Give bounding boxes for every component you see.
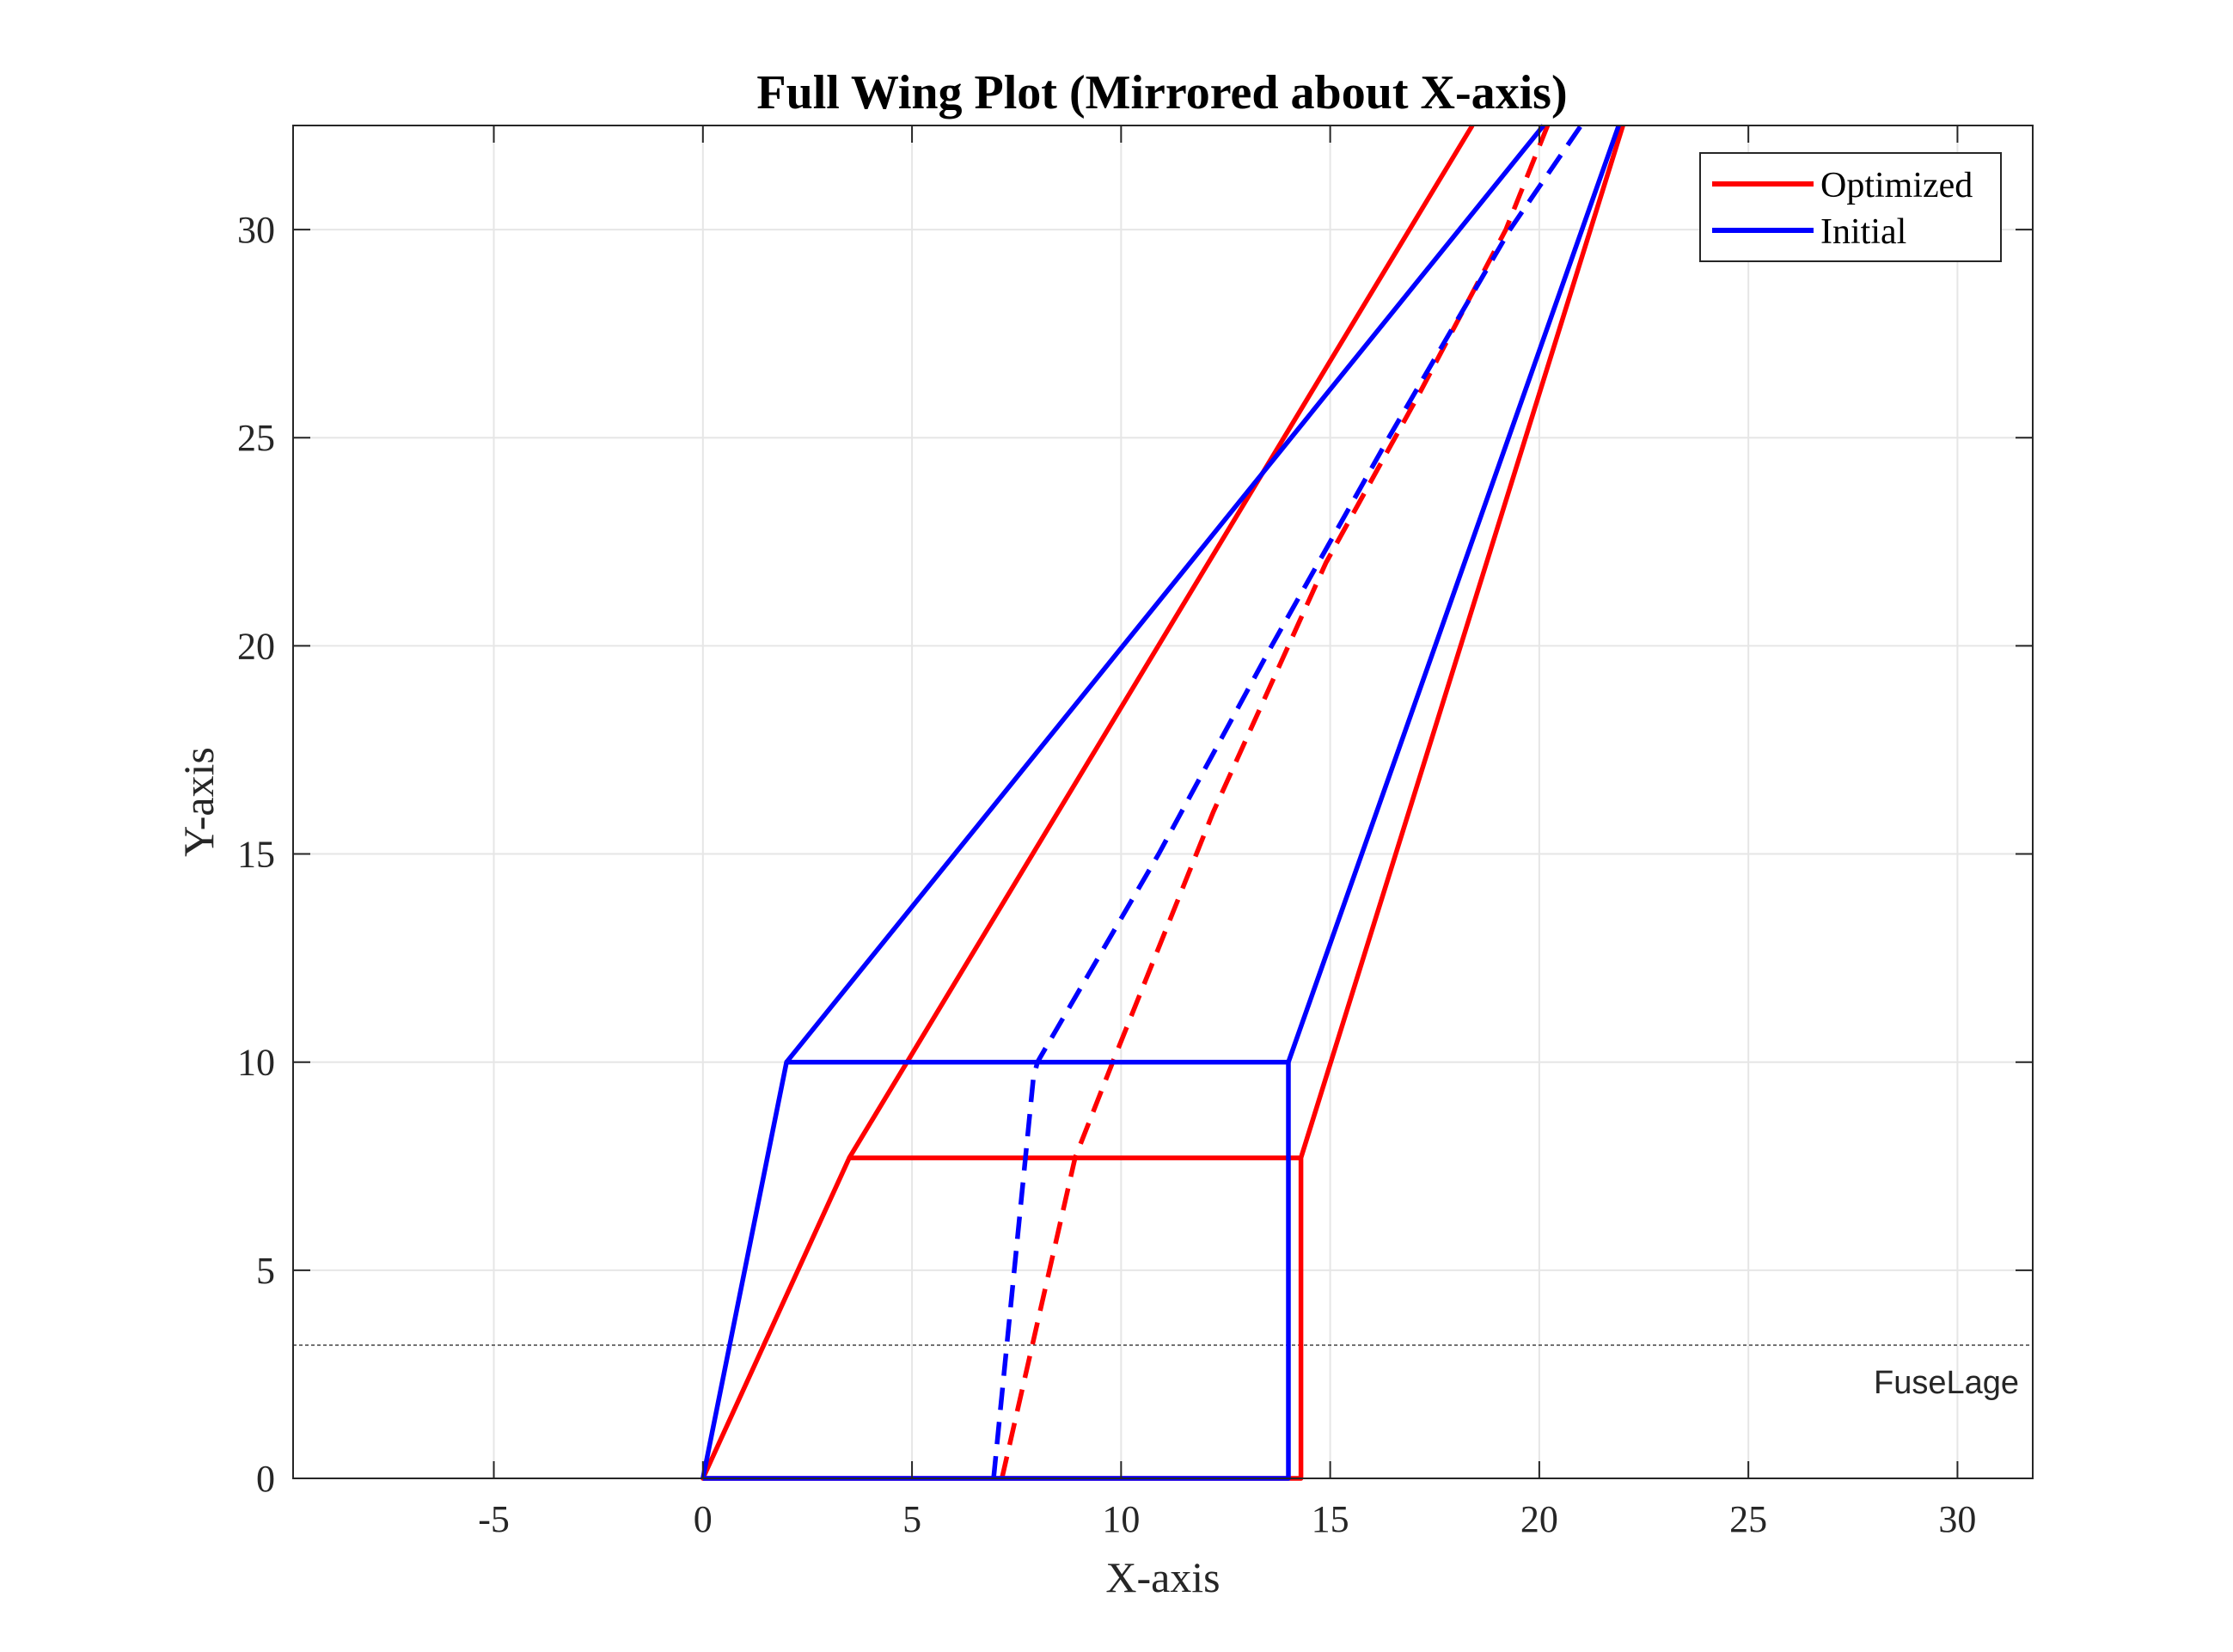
fuselage-label: FuseLage <box>1874 1365 2019 1401</box>
series-line <box>847 124 1475 1159</box>
x-tick-label: 30 <box>1938 1498 1976 1540</box>
series-line <box>1286 125 1621 1063</box>
fuselage-layer: FuseLage <box>293 1344 2033 1401</box>
x-tick-label: 25 <box>1729 1498 1767 1540</box>
legend-box <box>1699 152 2002 262</box>
legend-label: Initial <box>1820 212 1906 252</box>
y-tick-label: 0 <box>256 1458 275 1500</box>
series-dashed-line <box>991 124 1583 1479</box>
plot-area-frame <box>292 125 2034 1479</box>
axis-ticks: -5 0 5 10 15 20 25 30 0 5 10 15 20 25 30 <box>237 125 2033 1540</box>
y-tick-label: 30 <box>237 209 275 251</box>
y-tick-label: 10 <box>237 1042 275 1084</box>
y-tick-label: 20 <box>237 625 275 667</box>
y-tick-label: 25 <box>237 417 275 459</box>
x-tick-label: -5 <box>478 1498 510 1540</box>
y-tick-label: 5 <box>256 1250 275 1292</box>
x-tick-label: 15 <box>1312 1498 1349 1540</box>
y-tick-label: 15 <box>237 834 275 876</box>
x-axis-label: X-axis <box>1105 1553 1220 1601</box>
x-tick-label: 0 <box>694 1498 713 1540</box>
series-line <box>784 124 1545 1064</box>
x-tick-label: 5 <box>902 1498 921 1540</box>
y-axis-label: Y-axis <box>174 747 223 857</box>
x-tick-label: 10 <box>1102 1498 1140 1540</box>
legend-label: Optimized <box>1820 166 1973 205</box>
chart-title: Full Wing Plot (Mirrored about X-axis) <box>756 66 1567 119</box>
x-tick-label: 20 <box>1520 1498 1558 1540</box>
legend: Optimized Initial <box>1699 152 2002 262</box>
series-layer <box>700 124 1625 1481</box>
